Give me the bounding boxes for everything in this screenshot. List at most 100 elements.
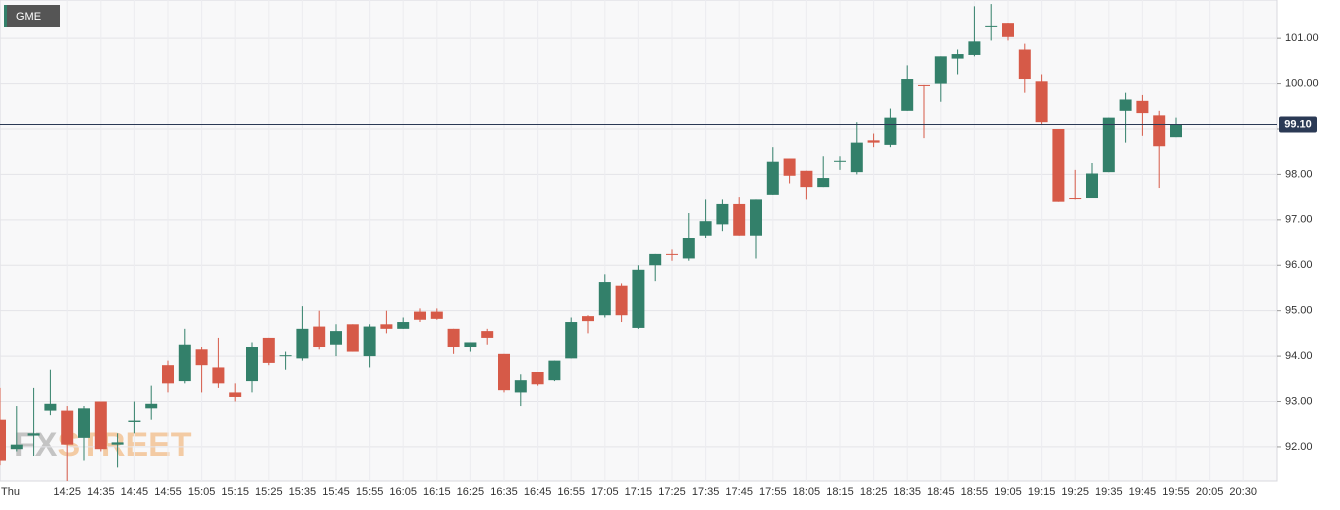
x-tick-label: 19:55 [1162, 486, 1190, 498]
x-tick-label: 18:45 [927, 486, 955, 498]
candle-body [27, 433, 40, 436]
candle-body [10, 444, 23, 450]
candle-body [464, 342, 477, 348]
x-tick-label: 20:30 [1229, 486, 1257, 498]
candle-body [0, 419, 6, 461]
legend-swatch [4, 5, 7, 27]
candle-body [380, 324, 393, 329]
x-tick-label: 19:15 [1028, 486, 1056, 498]
candle-body [548, 360, 561, 381]
x-tick-label: 20:05 [1196, 486, 1224, 498]
candle-body [531, 371, 544, 385]
candle-body [615, 285, 628, 316]
candle-body [582, 316, 594, 322]
candle-body [632, 269, 645, 328]
x-tick-label: 19:45 [1129, 486, 1157, 498]
candle-body [598, 282, 611, 316]
x-tick-label: 16:45 [524, 486, 552, 498]
current-price-box [1279, 116, 1317, 133]
candle-body [430, 311, 443, 319]
candle-body [61, 410, 74, 445]
candle-body [94, 401, 107, 450]
y-tick-label: 100.00 [1285, 77, 1319, 89]
candle-body [1069, 198, 1082, 200]
candle-body [346, 324, 359, 352]
candle-body [1035, 81, 1048, 123]
x-tick-label: 16:55 [557, 486, 585, 498]
candle-body [649, 253, 662, 266]
candle-body [1052, 128, 1065, 202]
candle-body [262, 337, 275, 363]
y-tick-label: 93.00 [1285, 395, 1313, 407]
x-tick-label: 14:45 [121, 486, 149, 498]
candle-body [162, 365, 174, 384]
x-tick-label: 15:15 [221, 486, 249, 498]
x-tick-label: 17:15 [625, 486, 653, 498]
candle-body [1018, 49, 1031, 80]
x-tick-label: 19:35 [1095, 486, 1123, 498]
x-tick-label: Thu [1, 486, 20, 498]
candle-body [783, 158, 796, 176]
x-tick-label: 17:45 [725, 486, 753, 498]
candle-body [498, 353, 510, 391]
candle-body [666, 253, 678, 255]
candle-body [330, 331, 342, 345]
candle-body [934, 56, 947, 84]
x-tick-label: 18:25 [860, 486, 888, 498]
candle-body [884, 117, 897, 145]
watermark: FXSTREET [14, 426, 192, 464]
current-price-label: 99.10 [1284, 118, 1312, 130]
x-tick-label: 17:35 [692, 486, 720, 498]
y-tick-label: 98.00 [1285, 168, 1313, 180]
candles [0, 4, 1182, 481]
x-tick-label: 15:55 [356, 486, 384, 498]
y-tick-label: 95.00 [1285, 305, 1313, 317]
candle-body [1136, 100, 1149, 114]
x-tick-label: 16:05 [389, 486, 417, 498]
candle-body [968, 41, 981, 55]
candle-body [414, 311, 426, 320]
candle-body [78, 408, 90, 438]
candle-body [867, 140, 880, 143]
candle-body [733, 203, 746, 236]
x-tick-label: 16:15 [423, 486, 451, 498]
x-tick-label: 18:35 [893, 486, 921, 498]
y-tick-label: 92.00 [1285, 441, 1313, 453]
y-tick-label: 101.00 [1285, 32, 1319, 44]
candle-body [951, 54, 964, 59]
legend-box [4, 5, 60, 27]
candle-body [246, 347, 258, 382]
candle-body [514, 380, 527, 393]
x-tick-label: 19:05 [994, 486, 1022, 498]
x-tick-label: 18:15 [826, 486, 854, 498]
candle-body [447, 328, 460, 348]
candle-body [699, 221, 712, 236]
candle-body [985, 25, 998, 27]
candle-body [766, 161, 779, 195]
candle-body [716, 203, 729, 225]
y-tick-label: 94.00 [1285, 350, 1313, 362]
x-tick-label: 15:05 [188, 486, 216, 498]
candle-body [1170, 124, 1182, 138]
x-tick-label: 17:05 [591, 486, 619, 498]
x-tick-label: 18:05 [793, 486, 821, 498]
x-tick-label: 14:35 [87, 486, 115, 498]
candle-body [850, 142, 863, 173]
candle-body [1119, 99, 1132, 111]
x-tick-label: 15:25 [255, 486, 283, 498]
candle-body [397, 322, 410, 329]
x-tick-label: 16:35 [490, 486, 518, 498]
candle-body [1153, 115, 1166, 147]
candle-body [128, 420, 141, 422]
candle-body [834, 160, 846, 162]
candle-body [178, 344, 191, 382]
candle-body [481, 331, 494, 338]
watermark-street: STREET [57, 426, 191, 464]
x-tick-label: 14:25 [53, 486, 81, 498]
x-tick-label: 18:55 [961, 486, 989, 498]
x-tick-label: 16:25 [457, 486, 485, 498]
legend-label: GME [16, 11, 41, 23]
candle-body [800, 170, 813, 188]
candle-body [145, 403, 158, 409]
